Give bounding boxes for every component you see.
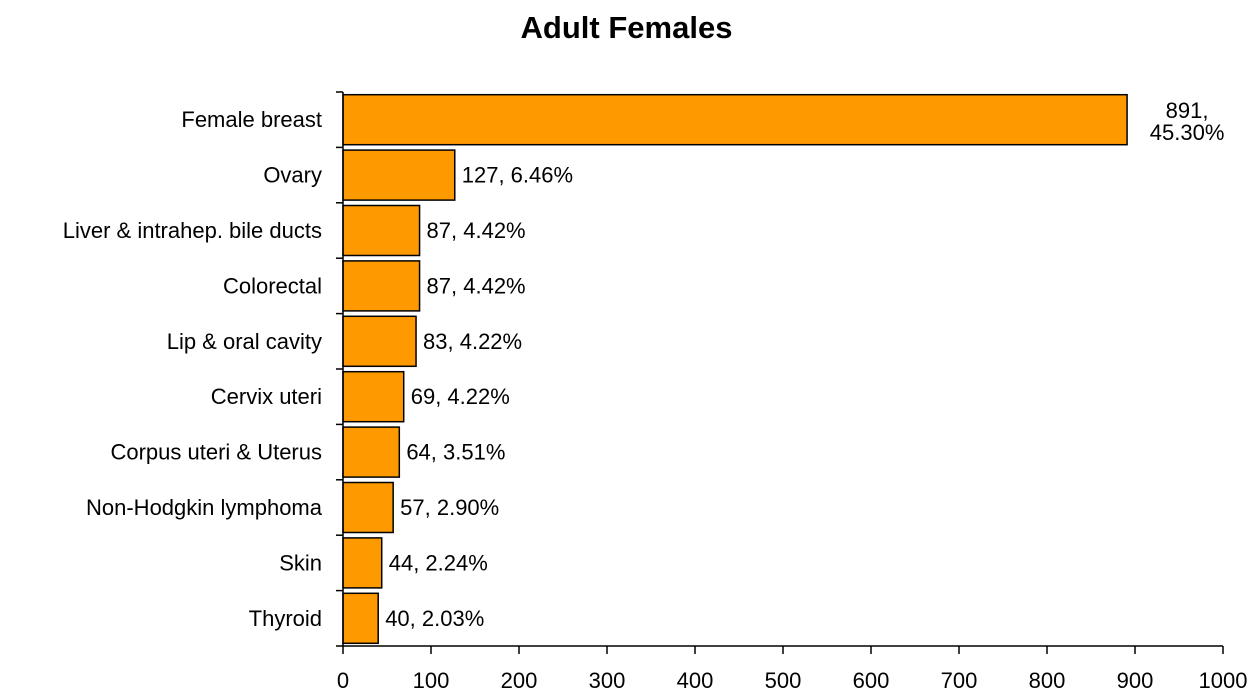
x-tick-label: 800 [1029,668,1066,693]
axes: 0 100 200 300 400 500 600 700 800 900 1000 [336,91,1248,693]
data-label: 87, 4.42% [427,218,526,243]
bar-0 [342,93,1128,146]
bar-3 [342,260,421,312]
bar-5 [342,370,405,423]
x-tick-label: 900 [1117,668,1154,693]
x-tick-label: 100 [413,668,450,693]
chart-title: Adult Females [520,10,733,45]
data-label: 127, 6.46% [462,163,573,188]
category-label: Cervix uteri [211,384,322,409]
category-label: Liver & intrahep. bile ducts [63,218,322,243]
data-label: 40, 2.03% [385,606,484,631]
data-label: 891, [1166,98,1209,123]
x-tick-label: 400 [677,668,714,693]
x-tick-label: 0 [337,668,349,693]
data-label: 44, 2.24% [389,550,488,575]
category-label: Ovary [263,163,322,188]
bar-2 [342,204,421,257]
x-tick-label: 200 [501,668,538,693]
x-tick-label: 500 [765,668,802,693]
x-tick-label: 700 [941,668,978,693]
x-tick-label: 300 [589,668,626,693]
bar-1 [342,149,456,201]
data-label: 69, 4.22% [411,384,510,409]
category-label: Colorectal [223,273,322,298]
bar-8 [342,537,383,589]
data-label: 45.30% [1150,120,1225,145]
category-label: Non-Hodgkin lymphoma [86,495,323,520]
bars-layer [342,93,1128,645]
bar-7 [342,481,394,534]
category-label: Skin [279,550,322,575]
data-labels: 891,45.30% 127, 6.46% 87, 4.42% 87, 4.42% 83… [385,98,1224,631]
bar-6 [342,426,401,478]
bar-4 [342,315,417,368]
x-tick-label: 1000 [1199,668,1248,693]
data-label: 87, 4.42% [427,273,526,298]
category-label: Thyroid [249,606,322,631]
category-label: Female breast [181,107,322,132]
category-label: Lip & oral cavity [167,329,322,354]
bar-9 [342,592,379,645]
x-tick-label: 600 [853,668,890,693]
category-labels: Female breast Ovary Liver & intrahep. bile… [63,107,323,631]
data-label: 64, 3.51% [406,440,505,465]
category-label: Corpus uteri & Uterus [110,440,322,465]
data-label: 57, 2.90% [400,495,499,520]
data-label: 83, 4.22% [423,329,522,354]
